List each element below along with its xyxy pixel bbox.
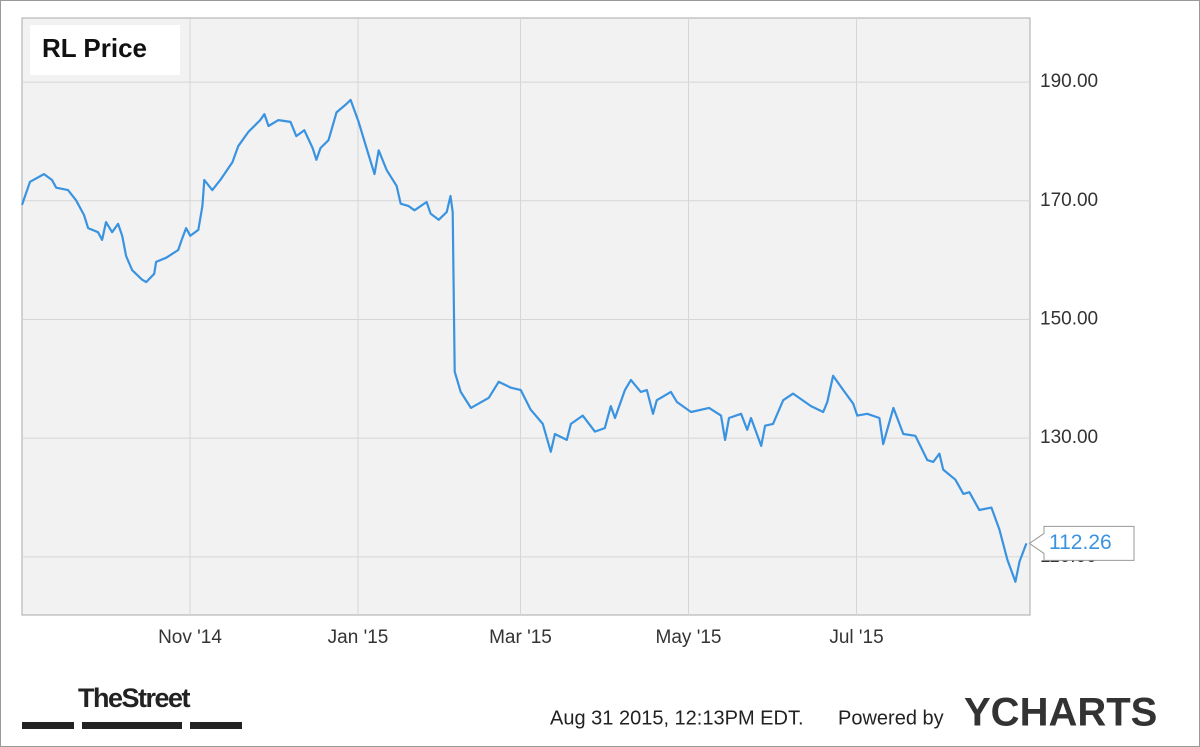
y-tick-label: 190.00 [1040, 71, 1098, 92]
logo-bar [82, 722, 182, 729]
timestamp: Aug 31 2015, 12:13PM EDT. [550, 707, 804, 729]
chart-title: RL Price [42, 33, 147, 63]
x-tick-label: Jul '15 [829, 627, 883, 648]
series [20, 98, 1028, 583]
y-tick-label: 170.00 [1040, 190, 1098, 211]
x-tick-label: Mar '15 [489, 627, 552, 648]
grid [22, 18, 1030, 615]
last-value-label: 112.26 [1049, 531, 1112, 554]
logo-bar [190, 722, 242, 729]
y-tick-label: 130.00 [1040, 427, 1098, 448]
x-tick-label: Jan '15 [328, 627, 389, 648]
y-tick-label: 150.00 [1040, 308, 1098, 329]
x-tick-label: Nov '14 [158, 627, 222, 648]
price-line [20, 98, 1028, 583]
plot-area [21, 17, 1031, 616]
last-value-callout [1028, 525, 1135, 561]
brand-logo: YCHARTS [964, 691, 1157, 735]
powered-by: Powered by [838, 707, 944, 729]
logo-bar [22, 722, 74, 729]
x-tick-label: May '15 [656, 627, 722, 648]
source-logo: TheStreet [78, 683, 191, 713]
title-box [30, 25, 180, 75]
